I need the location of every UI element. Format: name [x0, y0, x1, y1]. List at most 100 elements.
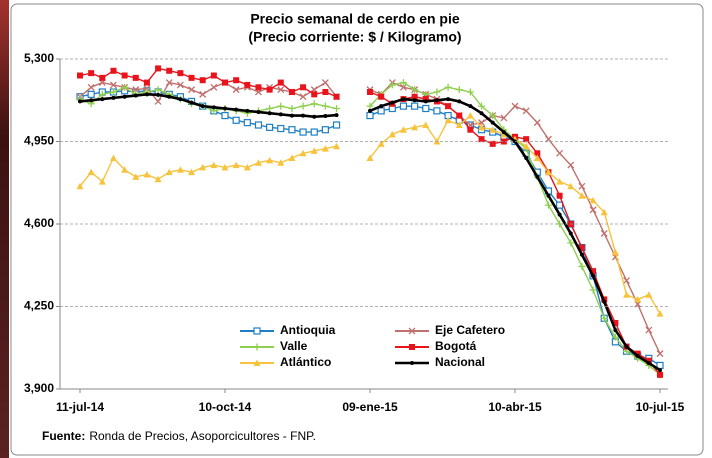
data-point: [267, 111, 272, 116]
data-point: [522, 142, 530, 150]
data-point: [578, 182, 586, 190]
data-point: [635, 354, 640, 358]
data-point: [87, 90, 95, 98]
data-point: [189, 100, 194, 105]
data-point: [301, 113, 306, 118]
data-point: [232, 161, 240, 169]
data-point: [188, 74, 195, 81]
data-point: [544, 201, 552, 209]
data-point: [165, 168, 173, 176]
data-point: [645, 326, 653, 334]
data-point: [378, 93, 385, 100]
data-point: [411, 93, 418, 100]
data-point: [556, 178, 564, 185]
data-point: [222, 79, 228, 86]
data-point: [399, 102, 408, 110]
data-point: [611, 333, 619, 341]
data-point: [489, 112, 497, 120]
data-point: [656, 350, 664, 358]
data-point: [289, 113, 294, 118]
data-point: [557, 212, 562, 217]
data-point: [310, 100, 318, 108]
data-point: [434, 98, 439, 103]
data-point: [154, 97, 162, 105]
data-point: [556, 192, 563, 199]
data-point: [634, 295, 642, 303]
data-point: [299, 128, 307, 136]
data-point: [221, 111, 229, 120]
data-point: [467, 126, 474, 133]
legend-marker: [409, 344, 415, 350]
data-point: [388, 81, 396, 89]
data-point: [445, 103, 452, 110]
data-point: [310, 147, 318, 154]
data-point: [422, 104, 430, 113]
data-point: [299, 102, 307, 110]
data-point: [76, 182, 84, 190]
data-point: [288, 89, 295, 95]
data-point: [200, 104, 205, 109]
data-point: [602, 299, 607, 304]
data-point: [590, 268, 597, 275]
data-point: [155, 65, 162, 72]
data-point: [591, 273, 596, 278]
data-point: [87, 168, 95, 176]
data-point: [277, 102, 285, 110]
data-point: [490, 120, 495, 125]
data-point: [266, 105, 274, 112]
data-point: [379, 104, 384, 109]
data-point: [312, 114, 317, 119]
legend-label: Antioquia: [280, 323, 336, 337]
data-point: [323, 114, 328, 119]
data-point: [154, 175, 162, 183]
data-point: [232, 116, 240, 124]
data-point: [611, 248, 619, 256]
data-point: [210, 72, 217, 79]
data-point: [399, 79, 407, 87]
data-point: [132, 86, 140, 94]
data-point: [88, 70, 95, 77]
data-point: [377, 140, 385, 147]
data-point: [299, 149, 307, 157]
data-point: [177, 70, 184, 77]
data-point: [500, 130, 508, 138]
data-point: [568, 231, 573, 236]
data-point: [243, 163, 251, 171]
data-point: [411, 86, 419, 94]
legend-label: Nacional: [435, 355, 485, 369]
data-point: [144, 92, 149, 97]
data-point: [266, 86, 273, 93]
data-point: [578, 262, 586, 270]
side-strip: [0, 0, 9, 458]
data-point: [433, 88, 441, 96]
data-point: [567, 161, 575, 169]
y-tick-label: 3,900: [24, 381, 54, 395]
legend-label: Valle: [280, 339, 308, 353]
data-point: [500, 114, 508, 122]
data-point: [623, 291, 631, 298]
data-point: [556, 201, 564, 209]
data-point: [111, 95, 116, 100]
data-point: [367, 89, 373, 95]
data-point: [657, 371, 663, 378]
data-point: [311, 91, 318, 98]
data-point: [78, 99, 82, 104]
data-point: [401, 97, 406, 102]
data-point: [511, 102, 519, 110]
data-point: [143, 79, 150, 86]
source: Fuente: Ronda de Precios, Asoporcicultore…: [42, 429, 316, 443]
data-point: [332, 121, 341, 129]
data-point: [444, 116, 452, 124]
y-tick-label: 5,300: [24, 51, 54, 65]
plot-area: [76, 65, 664, 379]
data-point: [254, 121, 263, 129]
data-point: [199, 163, 207, 171]
data-point: [321, 79, 329, 87]
data-point: [233, 77, 240, 84]
data-point: [255, 84, 262, 91]
data-point: [166, 67, 173, 74]
data-point: [333, 93, 340, 100]
data-point: [600, 314, 608, 322]
legend-marker: [410, 361, 414, 365]
data-point: [533, 119, 541, 127]
